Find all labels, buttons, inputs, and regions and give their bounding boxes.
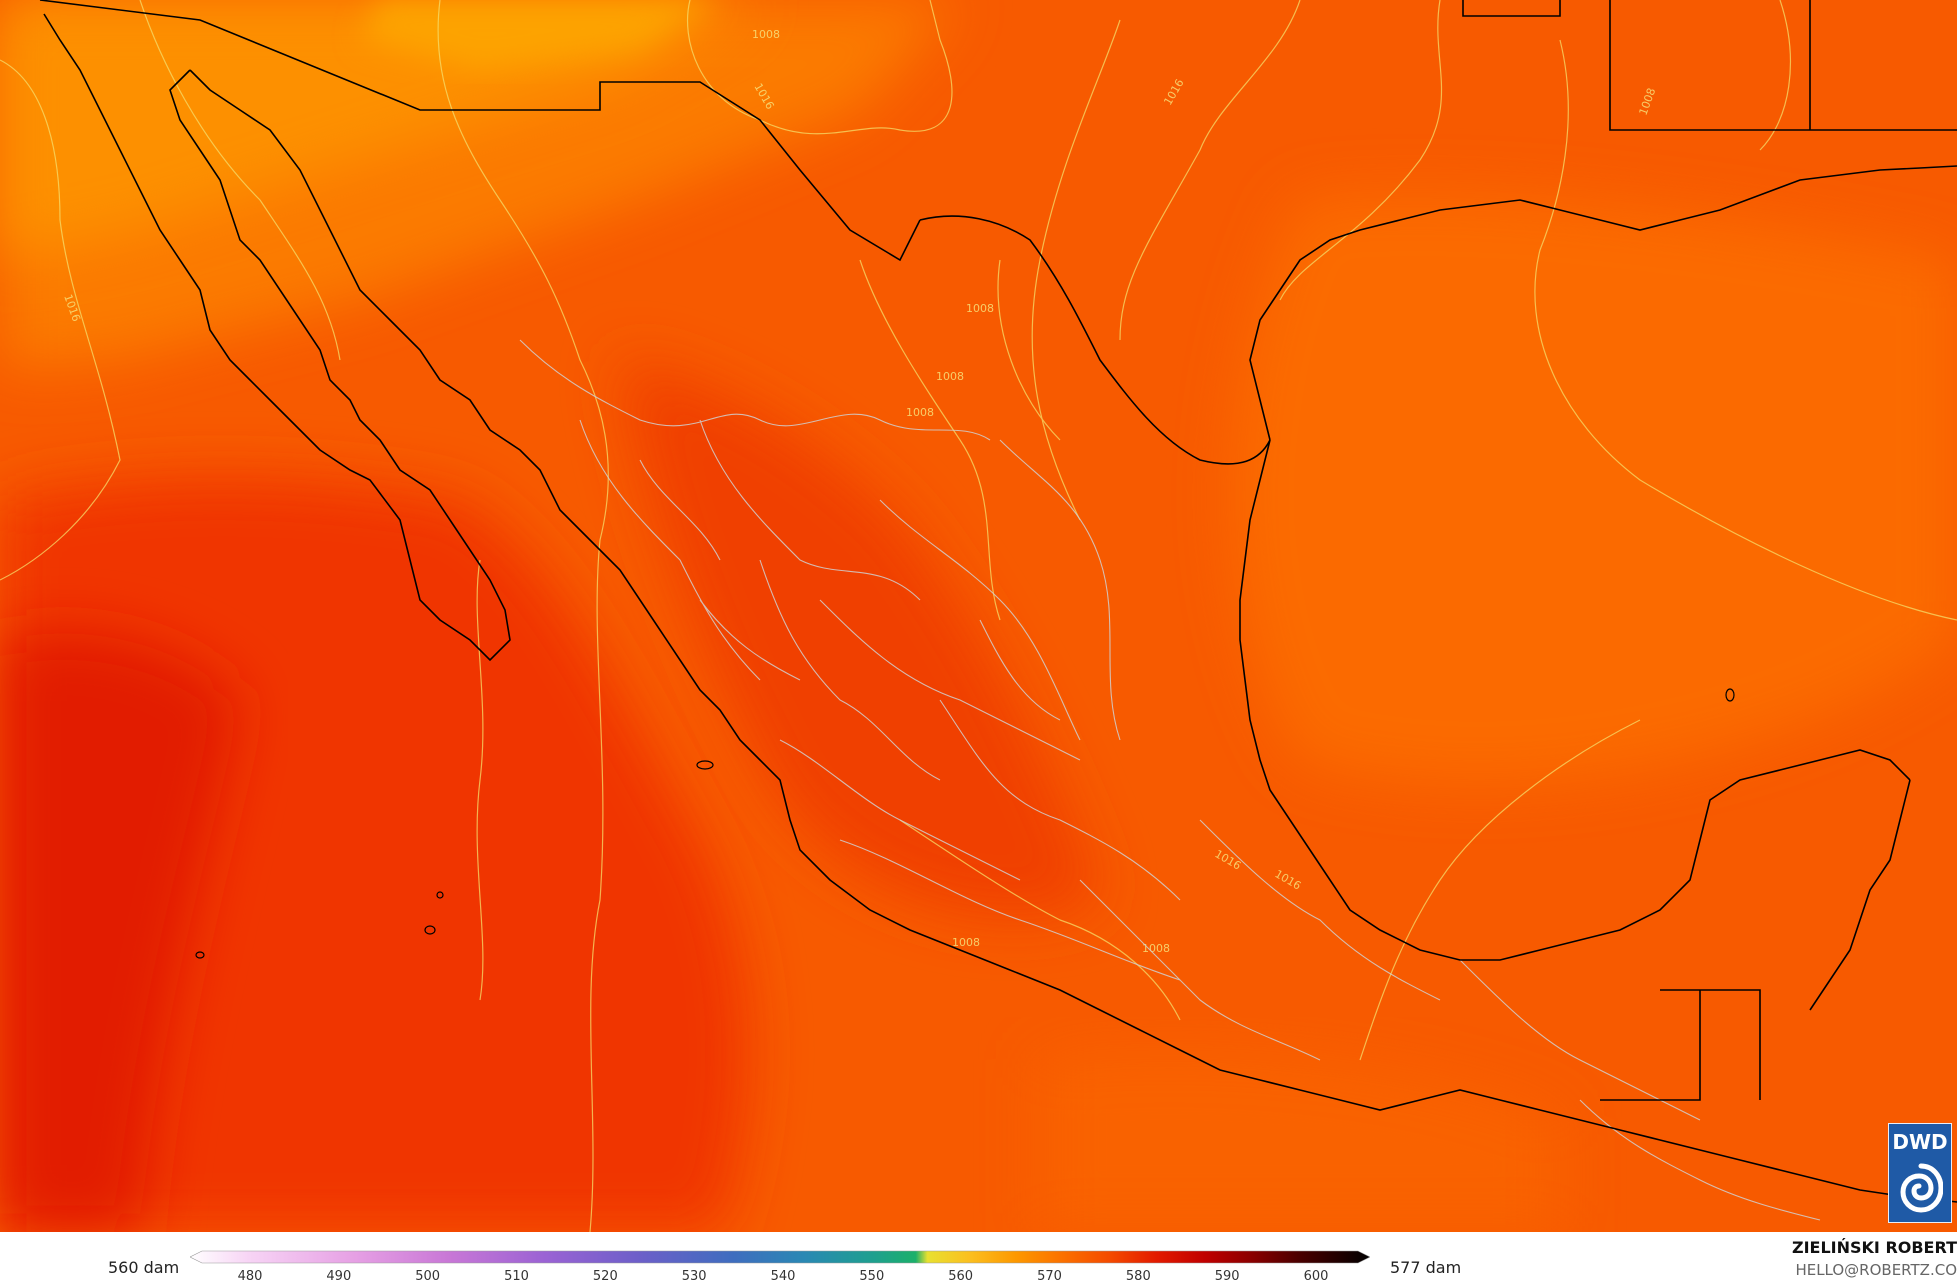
legend-footer: 560 dam: [0, 1232, 1957, 1287]
legend-tick-label: 480: [238, 1269, 263, 1284]
contour-label: 1008: [906, 406, 934, 419]
state-borders: [519, 339, 1821, 1221]
legend-min-label: 560 dam: [108, 1258, 180, 1277]
dwd-swirl-icon: [1900, 1163, 1943, 1213]
legend-tick-label: 580: [1126, 1269, 1151, 1284]
geopotential-field: [0, 0, 1957, 1232]
legend-tick-label: 500: [415, 1269, 440, 1284]
contour-label: 1008: [752, 28, 780, 41]
legend-tick-label: 510: [504, 1269, 529, 1284]
legend-tick-label: 490: [326, 1269, 351, 1284]
forecast-map: 1008 1016 1016 1008 1008 1008 1008 1016 …: [0, 0, 1957, 1232]
contour-label: 1008: [952, 936, 980, 949]
credit-name: ZIELIŃSKI ROBERT: [1791, 1238, 1957, 1257]
legend-tick-label: 530: [682, 1269, 707, 1284]
legend-tick-label: 540: [771, 1269, 796, 1284]
credit-email[interactable]: HELLO@ROBERTZ.CO: [1795, 1261, 1957, 1279]
legend-tick-label: 550: [859, 1269, 884, 1284]
coastlines: [39, 0, 1957, 1203]
color-scale-bar: 480 490 500 510 520 530 540 550 560 570 580 590 600: [190, 1250, 1370, 1284]
contour-label: 1008: [936, 370, 964, 383]
contour-label: 1008: [966, 302, 994, 315]
pressure-contours: [0, 0, 1957, 1232]
legend-tick-label: 590: [1215, 1269, 1240, 1284]
dwd-logo: DWD: [1888, 1123, 1952, 1223]
legend-tick-label: 520: [593, 1269, 618, 1284]
legend-tick-label: 600: [1304, 1269, 1329, 1284]
legend-tick-label: 570: [1037, 1269, 1062, 1284]
legend-tick-label: 560: [948, 1269, 973, 1284]
legend-ticks: 480 490 500 510 520 530 540 550 560 570 580 590 600: [238, 1269, 1329, 1284]
legend-max-label: 577 dam: [1390, 1258, 1462, 1277]
islands: [195, 688, 1735, 959]
dwd-logo-text: DWD: [1892, 1130, 1948, 1154]
contour-label: 1008: [1142, 942, 1170, 955]
